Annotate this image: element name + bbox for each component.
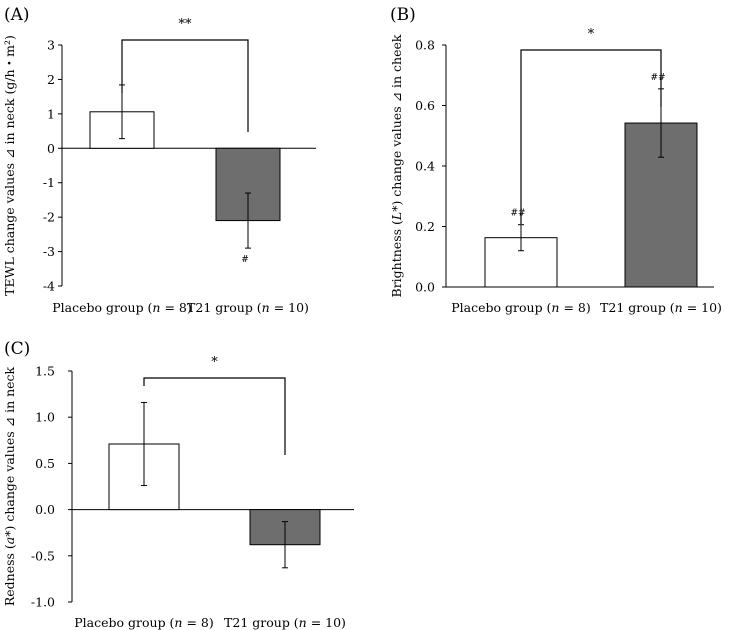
- y-tick-label: 0.0: [415, 280, 435, 295]
- significance-stars: **: [179, 17, 193, 32]
- category-label: Placebo group (n = 8): [451, 300, 590, 315]
- significance-mark: #: [241, 255, 249, 265]
- significance-bracket: [520, 49, 662, 224]
- y-tick-label: 0.2: [415, 219, 435, 234]
- y-tick-label: 0.5: [35, 456, 55, 471]
- y-axis-label: TEWL change values ⊿ in neck (g/h・m²): [2, 35, 17, 296]
- significance-bracket: [143, 377, 286, 455]
- y-tick-label: 3: [47, 38, 55, 53]
- y-tick-label: 1.0: [35, 410, 55, 425]
- chart-panel-2: (B) 0.8 0.6 0.4 0.2 0.0 ## Placebo group (n = 8…: [389, 5, 722, 315]
- significance-mark: ##: [650, 73, 665, 83]
- y-axis-label: Redness (a*) change values ⊿ in neck: [2, 366, 17, 606]
- significance-mark: ##: [510, 209, 525, 219]
- category-label: Placebo group (n = 8): [52, 300, 191, 315]
- y-tick-label: 0.4: [415, 159, 435, 174]
- y-tick-label: -2: [43, 210, 55, 225]
- significance-stars: *: [588, 27, 595, 42]
- y-tick-label: 1: [47, 106, 55, 121]
- y-tick-label: 2: [47, 72, 55, 87]
- y-axis-label: Brightness (L*) change values ⊿ in cheek: [389, 34, 404, 297]
- chart-panel-3: (C) 1.5 1.0 0.5 0.0 -0.5 -1.0 Placebo group (n …: [2, 339, 354, 630]
- y-tick-label: 1.5: [35, 364, 55, 379]
- y-tick-label: -4: [43, 279, 55, 294]
- significance-bracket: [121, 39, 249, 132]
- y-tick-label: 0.6: [415, 98, 435, 113]
- y-tick-label: 0.0: [35, 502, 55, 517]
- y-tick-label: 0.8: [415, 38, 435, 53]
- y-tick-label: -1: [43, 175, 55, 190]
- panel-label: (C): [4, 339, 30, 359]
- category-label: Placebo group (n = 8): [74, 615, 213, 630]
- panel-label: (A): [4, 5, 30, 25]
- category-label: T21 group (n = 10): [187, 300, 309, 315]
- y-tick-label: -1.0: [31, 595, 55, 610]
- y-tick-label: -0.5: [31, 548, 55, 563]
- significance-stars: *: [211, 355, 218, 370]
- y-tick-label: -3: [43, 244, 55, 259]
- panel-label: (B): [390, 5, 416, 25]
- category-label: T21 group (n = 10): [224, 615, 346, 630]
- category-label: T21 group (n = 10): [600, 300, 722, 315]
- chart-panel-1: (A) 3 2 1 0 -1 -2 -3 -4 Placebo group (n = 8) # T21…: [2, 5, 316, 315]
- y-tick-label: 0: [47, 141, 55, 156]
